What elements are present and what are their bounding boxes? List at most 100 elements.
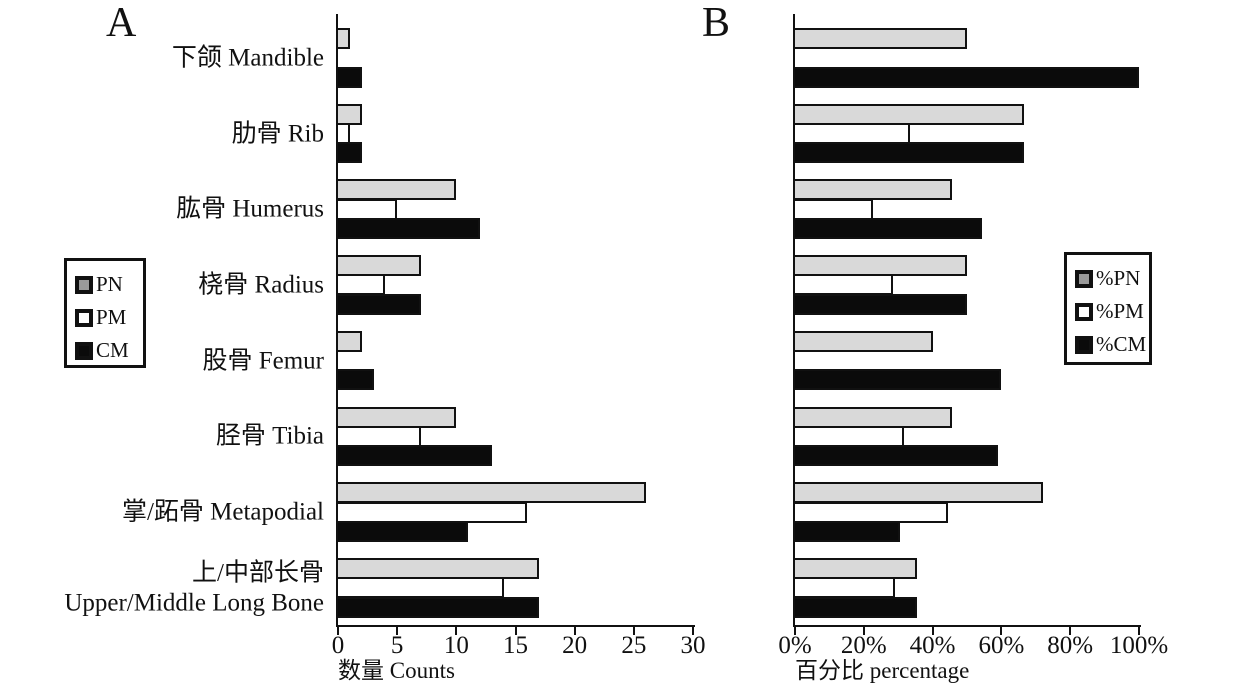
bar-pct-pn [793,255,967,276]
x-axis-tick-label: 40% [909,632,956,659]
bar-pct-pm [793,199,873,220]
x-axis-tick-label: 0 [331,632,345,659]
x-axis-tick-label: 20 [562,632,588,659]
bar-pn [336,104,362,125]
category-label: 胫骨 Tibia [215,422,324,450]
bar-cm [336,369,374,390]
legend-label: %PN [1096,266,1141,290]
bar-cm [336,218,480,239]
bar-pct-pn [793,482,1043,503]
bar-cm [336,597,539,618]
legend-swatch-icon [1075,335,1093,354]
bar-pn [336,255,421,276]
x-axis-tick [862,627,865,635]
bar-pm [336,577,504,598]
bar-cm [336,445,492,466]
x-axis-tick [931,627,934,635]
x-axis [336,625,695,627]
bar-pn [336,482,646,503]
category-label: 肱骨 Humerus [176,195,324,223]
bar-pct-cm [793,142,1024,163]
bar-pn [336,28,350,49]
legend-swatch-icon [1075,269,1093,288]
bar-cm [336,294,421,315]
x-axis-tick-label: 80% [1047,632,1094,659]
bar-pct-pn [793,104,1024,125]
legend-item-pn: PN [75,268,143,301]
bar-pct-pm [793,426,904,447]
bar-pct-pn [793,331,933,352]
x-axis-tick [514,627,517,635]
bar-pct-pn [793,558,917,579]
x-axis-tick-label: 5 [390,632,404,659]
legend-swatch-icon [1075,302,1093,321]
legend-label: CM [96,338,129,362]
category-label: 肋骨 Rib [231,120,324,148]
bar-pct-cm [793,294,967,315]
legend-label: PN [96,272,123,296]
category-label: 股骨 Femur [202,347,324,375]
bar-cm [336,67,362,88]
x-axis-tick-label: 10 [443,632,469,659]
bar-pn [336,179,456,200]
bar-pct-pn [793,28,967,49]
x-axis [793,625,1141,627]
x-axis-tick [337,627,339,635]
x-axis-tick [794,627,796,635]
x-axis-tick [692,627,694,635]
x-axis-title-counts: 数量 Counts [338,658,455,683]
bar-cm [336,521,468,542]
legend-swatch-icon [75,341,93,360]
legend-item-pct-pm: %PM [1075,295,1149,328]
bar-pct-cm [793,67,1139,88]
bar-pct-cm [793,445,998,466]
x-axis-tick [455,627,458,635]
category-label: 掌/跖骨 Metapodial [121,498,324,526]
bar-pct-cm [793,369,1001,390]
x-axis-tick [1069,627,1072,635]
x-axis-tick-label: 0% [778,632,812,659]
bar-pm [336,502,527,523]
x-axis-tick [573,627,576,635]
legend-panel-a: PN PM CM [64,258,146,368]
bar-pct-cm [793,218,982,239]
bar-pct-pn [793,407,952,428]
bar-pct-cm [793,597,917,618]
legend-swatch-icon [75,308,93,327]
x-axis-tick-label: 30 [680,632,706,659]
y-axis [336,14,338,627]
category-label: 下颌 Mandible [171,44,324,72]
bar-pm [336,199,397,220]
bar-pn [336,407,456,428]
legend-label: %PM [1096,299,1144,323]
x-axis-tick [396,627,399,635]
panel-a-letter: A [106,0,137,46]
legend-panel-b: %PN %PM %CM [1064,252,1152,365]
legend-swatch-icon [75,275,93,294]
bar-pm [336,274,385,295]
x-axis-title-percentage: 百分比 percentage [795,658,970,683]
x-axis-tick [632,627,635,635]
bar-cm [336,142,362,163]
legend-label: PM [96,305,127,329]
x-axis-tick-label: 15 [503,632,528,659]
category-label: 上/中部长骨 Upper/Middle Long Bone [64,559,324,617]
bar-pct-pn [793,179,952,200]
x-axis-tick-label: 60% [978,632,1025,659]
bar-pct-pm [793,123,910,144]
x-axis-tick-label: 100% [1109,632,1169,659]
legend-item-pct-pn: %PN [1075,262,1149,295]
bar-pct-pm [793,502,948,523]
x-axis-tick [1000,627,1003,635]
bar-pm [336,123,350,144]
bar-pct-cm [793,521,900,542]
x-axis-tick-label: 25 [621,632,647,659]
bar-pn [336,558,539,579]
bar-pm [336,426,421,447]
y-axis [793,14,795,627]
bar-pct-pm [793,577,895,598]
x-axis-tick-label: 20% [840,632,887,659]
legend-item-pct-cm: %CM [1075,328,1149,361]
x-axis-tick [1138,627,1140,635]
